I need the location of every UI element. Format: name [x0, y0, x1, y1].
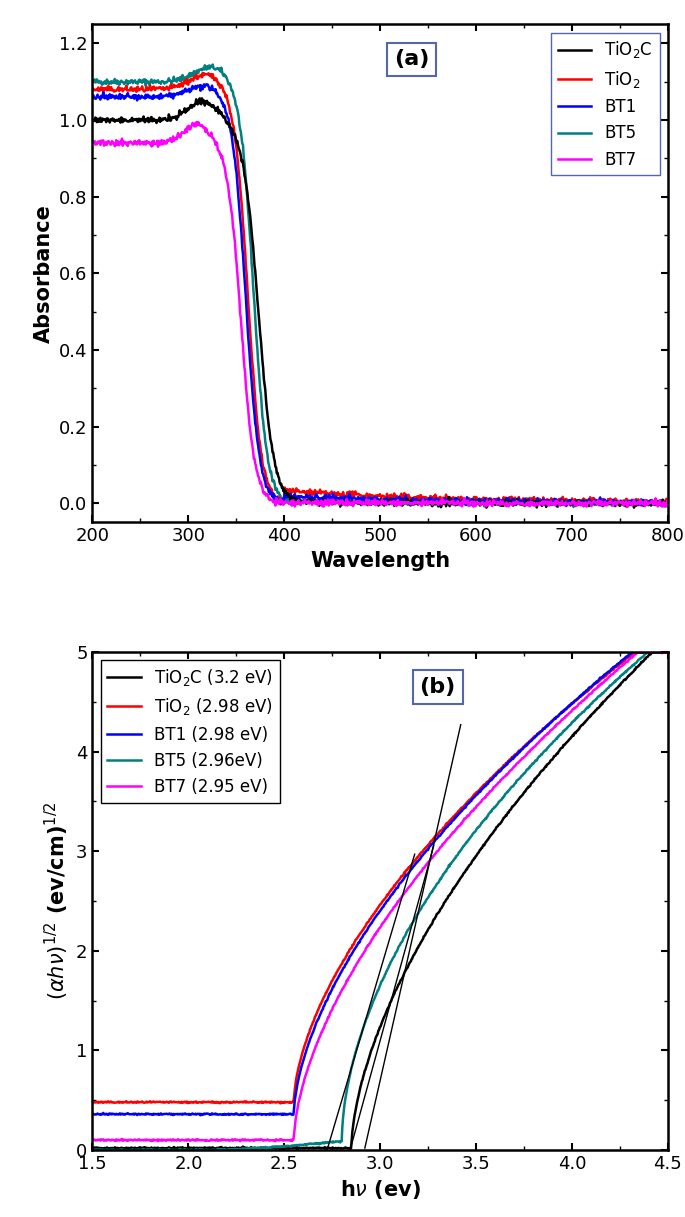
TiO$_2$ (2.98 eV)	[124, 1095, 132, 1110]
TiO$_2$ (2.98 eV)	[525, 734, 534, 748]
Y-axis label: Absorbance: Absorbance	[34, 204, 53, 343]
X-axis label: h$\nu$ (ev): h$\nu$ (ev)	[340, 1178, 421, 1201]
BT5 (2.96eV)	[423, 892, 431, 907]
TiO$_2$C (3.2 eV)	[525, 779, 534, 793]
BT7 (2.95 eV)	[634, 645, 643, 660]
Legend: TiO$_2$C (3.2 eV), TiO$_2$ (2.98 eV), BT1 (2.98 eV), BT5 (2.96eV), BT7 (2.95 eV): TiO$_2$C (3.2 eV), TiO$_2$ (2.98 eV), BT…	[101, 661, 279, 803]
BT7 (2.95 eV)	[124, 1133, 132, 1148]
BT7 (2.95 eV)	[525, 745, 534, 759]
BT5 (2.96eV)	[644, 645, 652, 660]
Line: TiO$_2$ (2.98 eV): TiO$_2$ (2.98 eV)	[92, 652, 668, 1104]
Text: (b): (b)	[420, 677, 456, 697]
TiO$_2$ (2.98 eV)	[584, 682, 593, 696]
BT5 (2.96eV)	[584, 701, 592, 716]
Line: BT5 (2.96eV): BT5 (2.96eV)	[92, 652, 668, 1150]
TiO$_2$ (2.98 eV)	[664, 645, 672, 660]
BT7 (2.95 eV)	[271, 1134, 279, 1149]
Line: BT7 (2.95 eV): BT7 (2.95 eV)	[92, 652, 668, 1142]
BT7 (2.95 eV)	[438, 837, 447, 852]
BT5 (2.96eV)	[525, 761, 533, 775]
BT1 (2.98 eV)	[88, 1107, 97, 1122]
TiO$_2$C (3.2 eV)	[649, 645, 658, 660]
BT1 (2.98 eV)	[423, 842, 432, 857]
BT5 (2.96eV)	[664, 645, 672, 660]
BT7 (2.95 eV)	[584, 688, 593, 702]
TiO$_2$ (2.98 eV)	[276, 1097, 284, 1111]
BT7 (2.95 eV)	[664, 645, 672, 660]
Text: (a): (a)	[394, 49, 429, 69]
BT7 (2.95 eV)	[423, 857, 432, 871]
BT7 (2.95 eV)	[88, 1133, 97, 1148]
BT5 (2.96eV)	[438, 870, 446, 885]
Line: BT1 (2.98 eV): BT1 (2.98 eV)	[92, 652, 668, 1115]
TiO$_2$C (3.2 eV)	[438, 899, 447, 914]
TiO$_2$ (2.98 eV)	[88, 1094, 97, 1109]
Y-axis label: $(\alpha h\nu)^{1/2}$ (ev/cm)$^{1/2}$: $(\alpha h\nu)^{1/2}$ (ev/cm)$^{1/2}$	[42, 802, 71, 1000]
TiO$_2$ (2.98 eV)	[423, 839, 432, 853]
X-axis label: Wavelength: Wavelength	[310, 551, 450, 571]
TiO$_2$C (3.2 eV)	[423, 924, 432, 938]
TiO$_2$ (2.98 eV)	[456, 803, 464, 818]
TiO$_2$C (3.2 eV)	[277, 1142, 285, 1156]
BT5 (2.96eV)	[88, 1143, 97, 1157]
TiO$_2$ (2.98 eV)	[632, 645, 640, 660]
BT1 (2.98 eV)	[456, 806, 464, 820]
TiO$_2$C (3.2 eV)	[124, 1142, 132, 1156]
BT1 (2.98 eV)	[628, 645, 636, 660]
Legend: TiO$_2$C, TiO$_2$, BT1, BT5, BT7: TiO$_2$C, TiO$_2$, BT1, BT5, BT7	[551, 33, 660, 175]
BT7 (2.95 eV)	[456, 818, 464, 832]
BT1 (2.98 eV)	[438, 825, 447, 840]
BT1 (2.98 eV)	[664, 645, 672, 660]
TiO$_2$C (3.2 eV)	[664, 645, 672, 660]
BT1 (2.98 eV)	[525, 735, 534, 750]
TiO$_2$C (3.2 eV)	[88, 1140, 97, 1155]
TiO$_2$C (3.2 eV)	[456, 871, 464, 886]
BT5 (2.96eV)	[455, 845, 463, 859]
Line: TiO$_2$C (3.2 eV): TiO$_2$C (3.2 eV)	[92, 652, 668, 1149]
BT1 (2.98 eV)	[124, 1106, 132, 1121]
TiO$_2$ (2.98 eV)	[438, 823, 447, 837]
TiO$_2$C (3.2 eV)	[584, 711, 593, 725]
BT1 (2.98 eV)	[584, 680, 593, 695]
BT1 (2.98 eV)	[197, 1107, 205, 1122]
BT5 (2.96eV)	[124, 1143, 132, 1157]
